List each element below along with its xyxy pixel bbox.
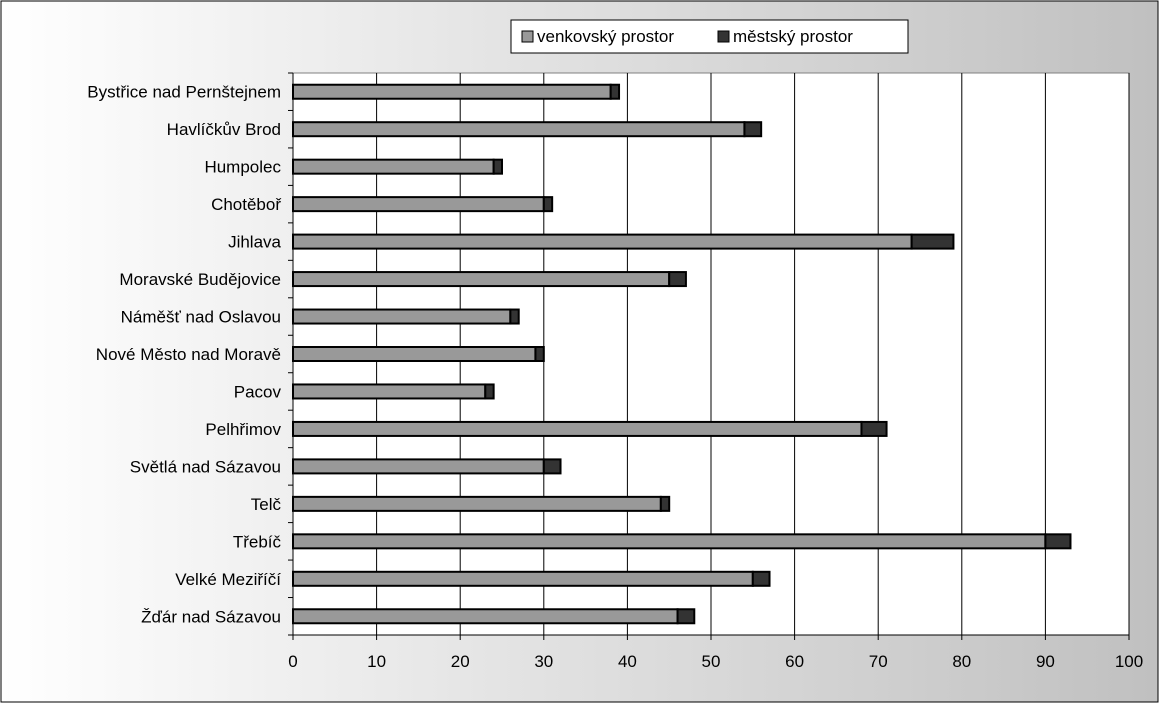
bar-mestsky-9 [860, 420, 888, 437]
legend-swatch-venkovsky [521, 30, 534, 43]
bar-venkovsky-12 [292, 533, 1047, 550]
bar-venkovsky-8 [292, 383, 487, 400]
x-tick-label: 30 [534, 652, 553, 671]
category-label: Havlíčkův Brod [167, 120, 281, 139]
category-label: Humpolec [204, 158, 281, 177]
bar-mestsky-8 [484, 383, 495, 400]
legend-swatch-mestsky [717, 30, 730, 43]
x-tick-label: 90 [1036, 652, 1055, 671]
bar-mestsky-3 [542, 196, 554, 213]
bar-mestsky-2 [492, 158, 504, 175]
bar-mestsky-14 [676, 608, 696, 625]
x-tick-label: 40 [618, 652, 637, 671]
category-label: Bystřice nad Pernštejnem [87, 83, 281, 102]
category-label: Chotěboř [211, 195, 281, 214]
bar-venkovsky-14 [292, 608, 679, 625]
bar-venkovsky-2 [292, 158, 495, 175]
x-tick-labels: 0 10 20 30 40 50 60 70 80 90 100 [288, 652, 1143, 671]
category-label: Žďár nad Sázavou [141, 607, 281, 626]
bar-venkovsky-7 [292, 346, 537, 362]
x-tick-label: 0 [288, 652, 297, 671]
bar-mestsky-6 [509, 308, 520, 325]
legend-label-mestsky: městský prostor [733, 27, 853, 46]
category-label: Velké Meziříčí [175, 570, 281, 589]
bar-mestsky-12 [1044, 533, 1072, 550]
bar-venkovsky-13 [292, 570, 754, 587]
x-tick-label: 100 [1115, 652, 1143, 671]
legend-box [510, 19, 909, 54]
legend: venkovský prostor městský prostor [510, 19, 909, 54]
x-tick-label: 50 [702, 652, 721, 671]
bar-venkovsky-10 [292, 458, 545, 475]
x-tick-label: 20 [451, 652, 470, 671]
x-tick-label: 10 [367, 652, 386, 671]
bar-venkovsky-3 [292, 196, 545, 213]
x-tick-label: 80 [952, 652, 971, 671]
category-labels: Bystřice nad Pernštejnem Havlíčkův Brod Hu… [87, 83, 281, 627]
category-label: Nové Město nad Moravě [96, 345, 281, 364]
legend-label-venkovsky: venkovský prostor [537, 27, 674, 46]
bar-mestsky-0 [609, 83, 621, 100]
category-label: Pelhřimov [205, 420, 281, 439]
category-label: Jihlava [228, 233, 281, 252]
bar-mestsky-7 [534, 346, 545, 362]
category-label: Třebíč [233, 532, 282, 551]
x-tick-label: 60 [785, 652, 804, 671]
bar-venkovsky-6 [292, 308, 512, 325]
bar-venkovsky-11 [292, 495, 662, 512]
bar-venkovsky-5 [292, 271, 671, 288]
bar-mestsky-5 [668, 271, 687, 288]
bar-mestsky-13 [751, 570, 771, 587]
bar-mestsky-11 [659, 495, 671, 512]
category-label: Světlá nad Sázavou [130, 457, 281, 476]
bar-venkovsky-4 [292, 233, 913, 250]
bar-venkovsky-0 [292, 83, 612, 100]
category-label: Náměšť nad Oslavou [121, 308, 281, 327]
category-label: Telč [251, 495, 282, 514]
x-tick-label: 70 [869, 652, 888, 671]
category-label: Moravské Budějovice [119, 270, 281, 289]
bar-venkovsky-1 [292, 121, 746, 138]
category-label: Pacov [234, 382, 282, 401]
bar-mestsky-1 [743, 121, 763, 138]
bars [292, 83, 1072, 625]
bar-venkovsky-9 [292, 420, 863, 437]
bar-mestsky-10 [542, 458, 562, 475]
bar-mestsky-4 [910, 233, 955, 250]
